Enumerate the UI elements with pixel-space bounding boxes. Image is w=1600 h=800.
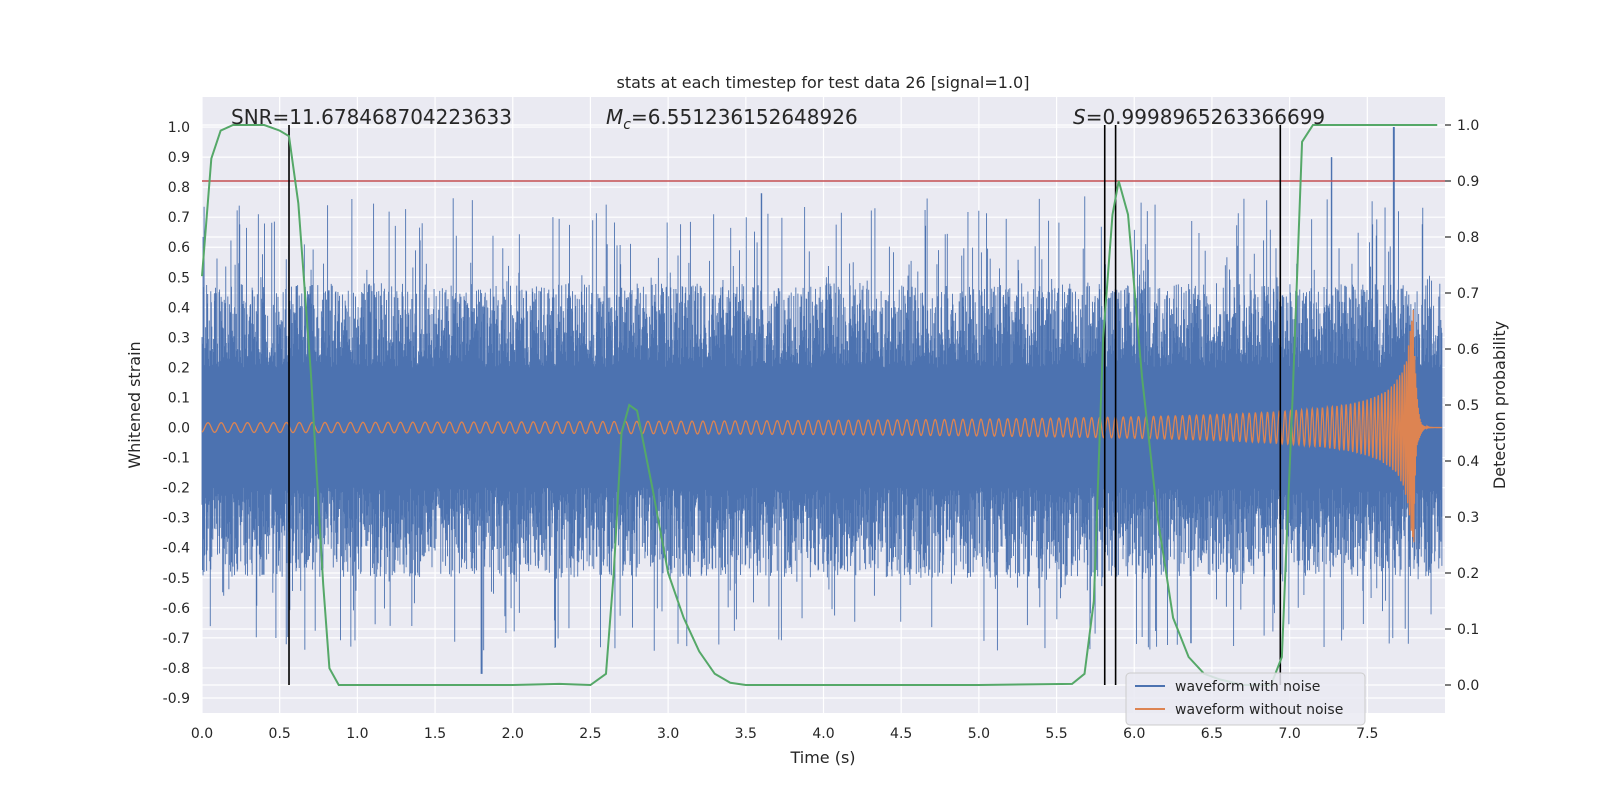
- y2-tick-label: 0.9: [1457, 174, 1479, 190]
- y2-tick-label: 1.0: [1457, 118, 1479, 134]
- y-tick-label: 0.7: [168, 210, 190, 226]
- y-tick-label: 1.0: [168, 120, 190, 136]
- y-axis-label: Whitened strain: [125, 341, 144, 468]
- y-tick-label: 0.1: [168, 390, 190, 406]
- y2-tick-label: 0.3: [1457, 510, 1479, 526]
- y2-tick-label: 0.8: [1457, 230, 1479, 246]
- y-tick-label: -0.7: [163, 631, 190, 647]
- series-waveform-without-noise: [201, 309, 1442, 543]
- y2-tick-label: 0.6: [1457, 342, 1479, 358]
- score-annotation: S=0.9998965263366699: [1073, 105, 1325, 129]
- y-tick-label: -0.1: [163, 451, 190, 467]
- x-axis-label: Time (s): [789, 748, 855, 767]
- legend-box: [1125, 672, 1366, 726]
- y-tick-label: -0.8: [163, 661, 190, 677]
- chirp-mass-subscript: c: [623, 117, 631, 133]
- y-tick-label: 0.6: [168, 240, 190, 256]
- y-tick-label: 0.4: [168, 300, 190, 316]
- y-tick-label: 0.0: [168, 421, 190, 437]
- legend: waveform with noise waveform without noi…: [1125, 672, 1366, 726]
- chirp-mass-value: =6.551236152648926: [631, 105, 858, 129]
- x-axis-ticks: 0.0 0.5 1.0 1.5 2.0 2.5 3.0 3.5 4.0 4.5 5.0 5.5 6.0 6…: [191, 726, 1379, 742]
- y2-tick-label: 0.2: [1457, 566, 1479, 582]
- y2-axis-label: Detection probability: [1490, 321, 1509, 489]
- x-tick-label: 7.0: [1278, 726, 1300, 742]
- x-tick-label: 5.5: [1045, 726, 1067, 742]
- y2-tick-label: 0.0: [1457, 678, 1479, 694]
- clean-waveform-path: [201, 309, 1442, 543]
- y-tick-label: 0.3: [168, 330, 190, 346]
- x-tick-label: 1.5: [424, 726, 446, 742]
- x-tick-label: 2.5: [579, 726, 601, 742]
- y-tick-label: 0.2: [168, 360, 190, 376]
- y-tick-label: -0.3: [163, 511, 190, 527]
- detection-markers: [288, 125, 1282, 685]
- x-tick-label: 3.5: [735, 726, 757, 742]
- y-tick-label: -0.6: [163, 601, 190, 617]
- y-tick-label: 0.5: [168, 270, 190, 286]
- y-tick-label: -0.9: [163, 691, 190, 707]
- y-tick-label: 0.9: [168, 150, 190, 166]
- y-axis-ticks: 1.0 0.9 0.8 0.7 0.6 0.5 0.4 0.3 0.2 0.1 0.0 -0.1 -0.…: [163, 120, 190, 707]
- x-tick-label: 6.0: [1123, 726, 1145, 742]
- chart-title: stats at each timestep for test data 26 …: [617, 73, 1030, 92]
- x-tick-label: 5.0: [968, 726, 990, 742]
- chirp-mass-symbol: M: [606, 105, 623, 129]
- y2-tick-label: 0.5: [1457, 398, 1479, 414]
- x-tick-label: 4.0: [812, 726, 834, 742]
- y2-axis-ticks: 1.0 0.9 0.8 0.7 0.6 0.5 0.4 0.3 0.2 0.1 0.0: [1445, 118, 1479, 694]
- x-tick-label: 0.5: [269, 726, 291, 742]
- x-tick-label: 3.0: [657, 726, 679, 742]
- x-tick-label: 7.5: [1356, 726, 1378, 742]
- y-tick-label: -0.4: [163, 541, 190, 557]
- y2-tick-label: 0.1: [1457, 622, 1479, 638]
- score-value: =0.9998965263366699: [1086, 105, 1325, 129]
- x-tick-label: 0.0: [191, 726, 213, 742]
- y-tick-label: -0.2: [163, 481, 190, 497]
- x-tick-label: 4.5: [890, 726, 912, 742]
- y-tick-label: 0.8: [168, 180, 190, 196]
- y-tick-label: -0.5: [163, 571, 190, 587]
- x-tick-label: 6.5: [1201, 726, 1223, 742]
- score-symbol: S: [1073, 105, 1086, 129]
- y2-tick-label: 0.4: [1457, 454, 1479, 470]
- legend-label-clean: waveform without noise: [1175, 702, 1343, 718]
- snr-annotation: SNR=11.678468704223633: [231, 105, 512, 129]
- legend-label-noise: waveform with noise: [1175, 679, 1320, 695]
- x-tick-label: 2.0: [502, 726, 524, 742]
- x-tick-label: 1.0: [346, 726, 368, 742]
- chirp-mass-annotation: Mc=6.551236152648926: [606, 105, 858, 133]
- y2-tick-label: 0.7: [1457, 286, 1479, 302]
